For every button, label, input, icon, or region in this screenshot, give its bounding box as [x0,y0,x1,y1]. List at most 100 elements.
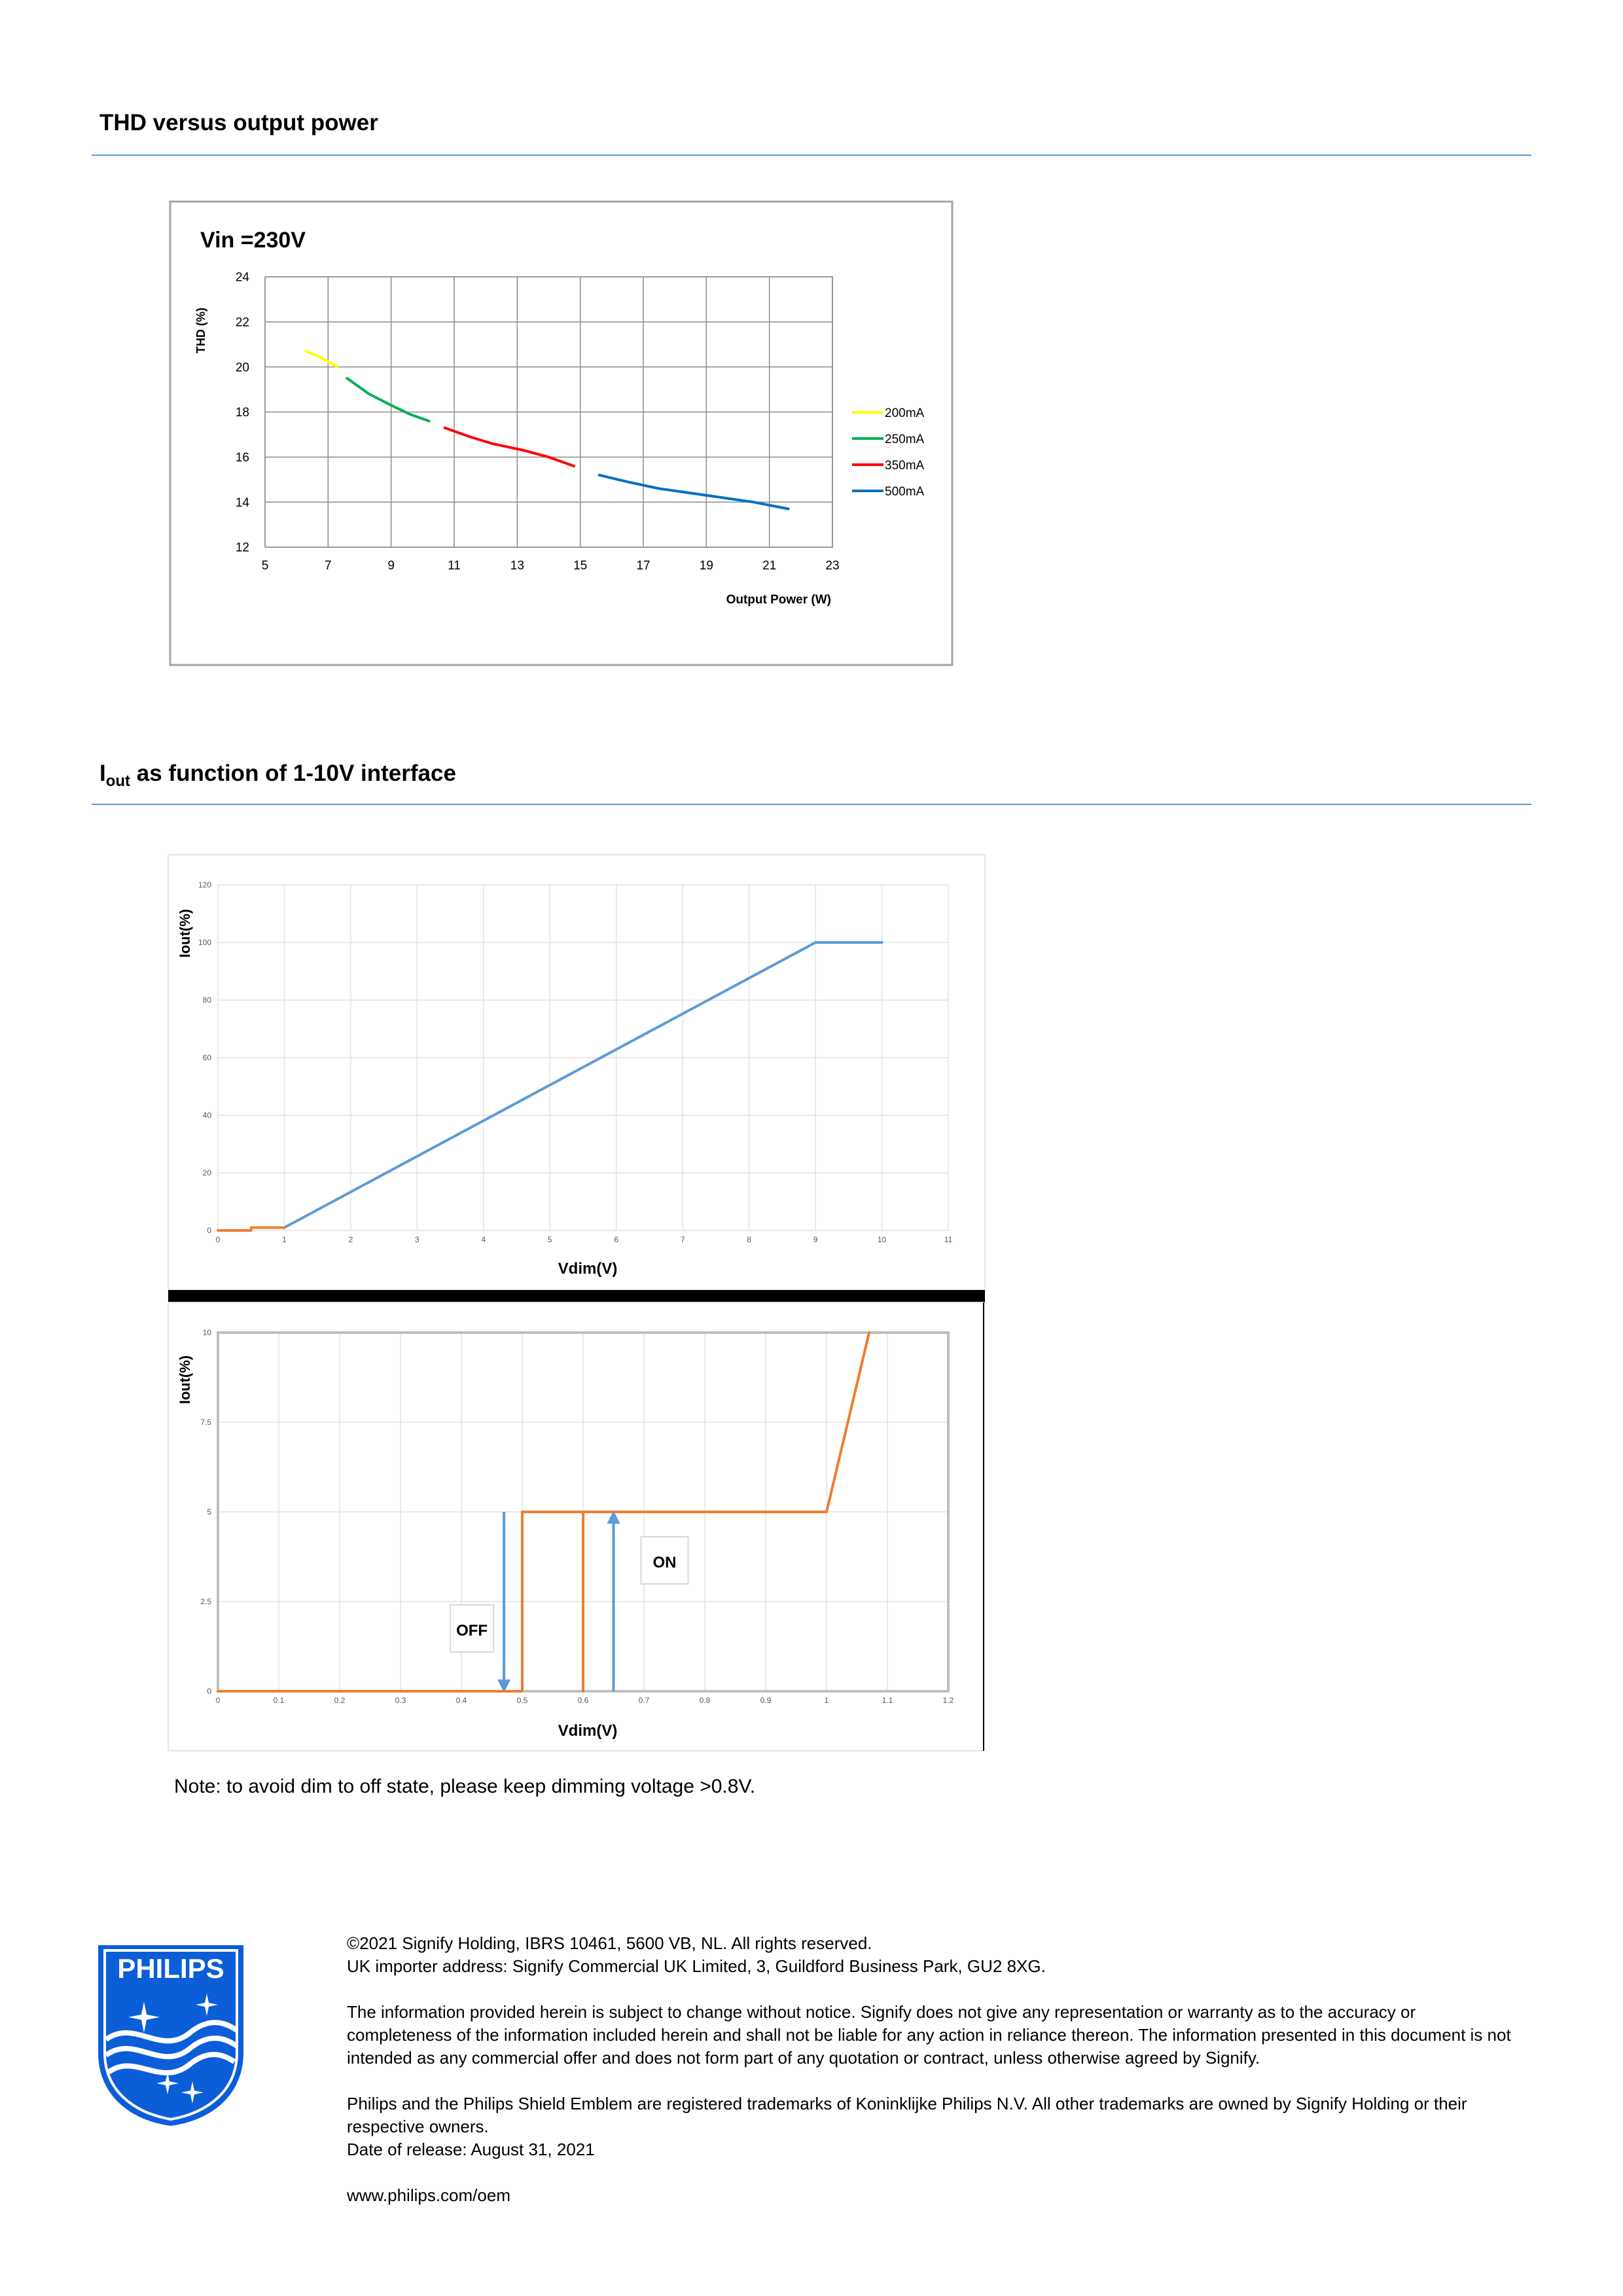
x-tick-label: 5 [548,1235,552,1244]
footer: ©2021 Signify Holding, IBRS 10461, 5600 … [347,1932,1525,2207]
y-tick-label: 60 [203,1053,212,1062]
y-tick-label: 0 [207,1687,211,1696]
x-tick-label: 4 [481,1235,486,1244]
x-tick-label: 0.4 [456,1696,467,1705]
x-tick-label: 6 [614,1235,618,1244]
series-line-200mA [304,350,339,368]
series-line-250mA [346,376,431,423]
x-tick-label: 1 [825,1696,829,1705]
x-tick-label: 7 [325,559,332,573]
footer-trademarks: Philips and the Philips Shield Emblem ar… [347,2094,1467,2136]
x-tick-label: 0.9 [760,1696,772,1705]
x-tick-label: 0.6 [578,1696,589,1705]
footer-importer: UK importer address: Signify Commercial … [347,1956,1046,1976]
section-title-iout: Iout as function of 1-10V interface [99,761,456,791]
footer-copyright: ©2021 Signify Holding, IBRS 10461, 5600 … [347,1933,872,1953]
y-tick-label: 16 [236,451,249,465]
y-tick-label: 12 [236,541,249,555]
section-divider [92,804,1531,805]
x-tick-label: 9 [387,559,395,573]
x-tick-label: 17 [636,559,650,573]
philips-logo: PHILIPS [98,1945,243,2126]
footer-release-date: Date of release: August 31, 2021 [347,2140,595,2159]
y-tick-label: 24 [236,271,250,285]
y-axis-label: THD (%) [194,308,207,353]
chart-title: Vin =230V [200,228,306,253]
iout-symbol: I [99,761,106,786]
series-line-curve [217,1331,871,1693]
logo-wordmark: PHILIPS [117,1953,224,1984]
x-tick-label: 10 [878,1235,887,1244]
y-tick-label: 40 [203,1111,212,1120]
iout-title-rest: as function of 1-10V interface [130,761,456,786]
y-tick-label: 18 [236,406,249,420]
x-axis-label: Vdim(V) [558,1722,618,1740]
series-line-curve [217,1226,286,1232]
x-tick-label: 0.1 [274,1696,285,1705]
x-tick-label: 1.1 [882,1696,893,1705]
iout-dimming-chart: 0 1 2 3 4 5 6 7 8 9 10 11 0 20 40 60 80 100 120 Iout(%) Vd… [168,854,986,1291]
legend-label: 200mA [885,406,925,420]
plot-area [264,276,833,548]
iout-low-range-chart: 0 0.1 0.2 0.3 0.4 0.5 0.6 0.7 0.8 0.9 1 1.1 1.2 0 2.5 5… [168,1302,984,1751]
series-line-350mA [443,426,576,468]
chart-frame [168,1302,984,1751]
y-tick-label: 0 [207,1226,211,1235]
x-tick-label: 2 [349,1235,353,1244]
x-tick-label: 13 [510,559,524,573]
x-tick-label: 0.5 [517,1696,528,1705]
legend-label: 250mA [885,433,925,446]
series-line-500mA [597,473,790,511]
x-tick-label: 7 [681,1235,685,1244]
on-label: ON [653,1554,677,1571]
x-axis-label: Vdim(V) [558,1260,618,1278]
legend-label: 500mA [885,485,925,499]
x-tick-label: 11 [448,559,461,573]
y-tick-label: 20 [203,1168,212,1177]
y-axis-label: Iout(%) [177,909,193,958]
x-tick-label: 1.2 [943,1696,954,1705]
x-tick-label: 0 [216,1235,221,1244]
y-tick-label: 100 [198,938,211,947]
x-tick-label: 15 [573,559,587,573]
section-title-thd: THD versus output power [99,110,378,135]
footer-website-link[interactable]: www.philips.com/oem [347,2185,510,2205]
series-line-curve [283,941,883,1229]
y-tick-label: 22 [236,315,249,329]
thd-chart: Vin =230V 5 7 9 11 13 15 17 19 21 23 12 14 16 18 20 22 2… [169,200,954,666]
section-divider [92,154,1531,156]
x-tick-label: 11 [944,1235,953,1244]
x-tick-label: 0 [216,1696,221,1705]
y-tick-label: 7.5 [200,1418,211,1427]
y-axis-label: Iout(%) [177,1355,193,1405]
legend-label: 350mA [885,459,925,473]
y-tick-label: 80 [203,996,212,1005]
y-tick-label: 120 [198,880,211,889]
x-tick-label: 1 [282,1235,287,1244]
x-tick-label: 3 [415,1235,419,1244]
x-tick-label: 0.3 [395,1696,406,1705]
iout-subscript: out [105,772,131,790]
x-tick-label: 0.2 [334,1696,346,1705]
dimming-note: Note: to avoid dim to off state, please … [174,1776,756,1797]
footer-disclaimer: The information provided herein is subje… [347,2002,1511,2068]
chart-separator-bar [168,1290,985,1302]
y-tick-label: 2.5 [200,1597,211,1606]
on-label-box [640,1536,689,1585]
x-tick-label: 19 [700,559,713,573]
x-tick-label: 0.8 [700,1696,711,1705]
off-label: OFF [456,1622,488,1640]
y-tick-label: 14 [236,496,250,510]
x-axis-label: Output Power (W) [726,593,831,607]
x-tick-label: 5 [262,559,269,573]
x-tick-label: 8 [747,1235,751,1244]
x-tick-label: 21 [762,559,776,573]
x-tick-label: 23 [825,559,839,573]
y-tick-label: 10 [203,1328,212,1337]
y-tick-label: 5 [207,1507,211,1516]
y-tick-label: 20 [236,361,249,374]
off-label-box [450,1604,495,1653]
x-tick-label: 0.7 [639,1696,650,1705]
x-tick-label: 9 [813,1235,818,1244]
